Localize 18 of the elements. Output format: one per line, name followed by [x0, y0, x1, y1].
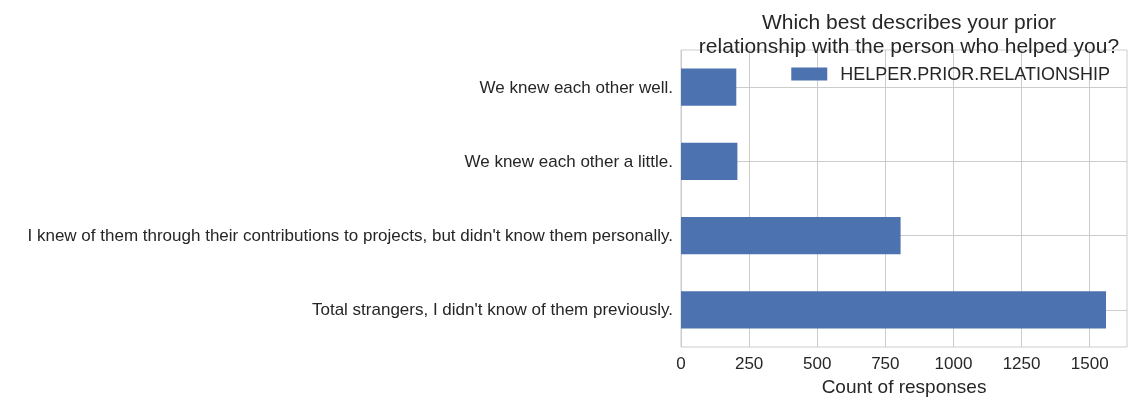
x-axis-title: Count of responses — [821, 376, 987, 397]
y-tick-label: We knew each other well. — [479, 77, 673, 97]
y-tick-label: Total strangers, I didn't know of them previously. — [311, 300, 673, 320]
x-tick-label: 0 — [676, 354, 686, 373]
bar — [681, 291, 1107, 329]
bar — [681, 68, 737, 106]
x-tick-label: 1000 — [934, 354, 973, 373]
chart-title: Which best describes your prior relationship with the person who helped you? — [698, 9, 1120, 57]
legend-label: HELPER.PRIOR.RELATIONSHIP — [840, 64, 1111, 84]
y-tick-label: I knew of them through their contributions to projects, but didn't know them personally. — [27, 226, 673, 246]
x-tick-label: 750 — [871, 354, 900, 373]
bar — [681, 217, 901, 255]
x-tick-label: 1250 — [1002, 354, 1041, 373]
x-tick-label: 250 — [734, 354, 764, 373]
x-tick-label: 1500 — [1070, 354, 1109, 373]
y-tick-label: We knew each other a little. — [464, 151, 673, 171]
x-tick-label: 500 — [803, 354, 832, 373]
bar — [681, 142, 738, 180]
